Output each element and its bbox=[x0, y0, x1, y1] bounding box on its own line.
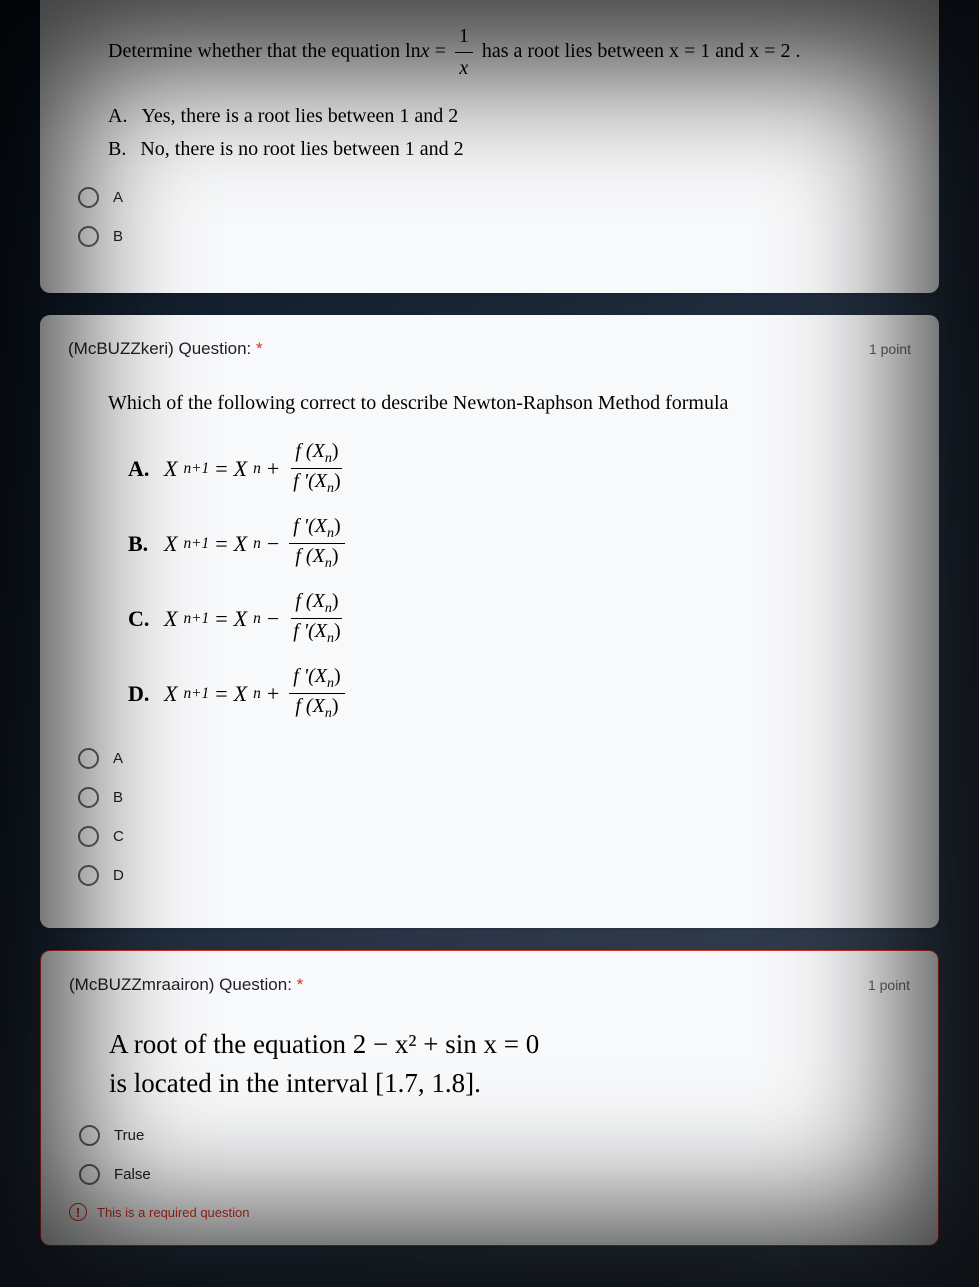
answer-text-list: A. Yes, there is a root lies between 1 a… bbox=[108, 105, 911, 161]
option-label: True bbox=[114, 1127, 144, 1144]
formula-c: C. Xn+1 = Xn − f (Xn) f '(Xn) bbox=[128, 590, 851, 647]
radio-icon[interactable] bbox=[78, 226, 99, 247]
points-label: 1 point bbox=[868, 977, 910, 993]
formula-b: B. Xn+1 = Xn − f '(Xn) f (Xn) bbox=[128, 515, 851, 572]
radio-icon[interactable] bbox=[79, 1125, 100, 1146]
radio-icon[interactable] bbox=[78, 865, 99, 886]
required-text: This is a required question bbox=[97, 1205, 249, 1220]
radio-icon[interactable] bbox=[78, 187, 99, 208]
points-label: 1 point bbox=[869, 341, 911, 357]
option-label: A bbox=[113, 750, 123, 767]
radio-icon[interactable] bbox=[79, 1164, 100, 1185]
required-warning: ! This is a required question bbox=[69, 1203, 910, 1221]
option-d[interactable]: D bbox=[78, 865, 911, 886]
option-label: D bbox=[113, 867, 124, 884]
option-label: False bbox=[114, 1166, 151, 1183]
formula-list: A. Xn+1 = Xn + f (Xn) f '(Xn) B. Xn+1 = … bbox=[68, 440, 911, 722]
radio-icon[interactable] bbox=[78, 826, 99, 847]
question-title: (McBUZZkeri) Question: * bbox=[68, 339, 263, 359]
radio-icon[interactable] bbox=[78, 787, 99, 808]
option-a[interactable]: A bbox=[78, 187, 911, 208]
option-label: C bbox=[113, 828, 124, 845]
question-card-2: (McBUZZkeri) Question: * 1 point Which o… bbox=[40, 315, 939, 928]
question-stem: Which of the following correct to descri… bbox=[108, 389, 871, 418]
question-stem: A root of the equation 2 − x² + sin x = … bbox=[109, 1025, 870, 1103]
option-label: B bbox=[113, 228, 123, 245]
radio-options: A B C D bbox=[78, 748, 911, 886]
question-title: (McBUZZmraairon) Question: * bbox=[69, 975, 303, 995]
option-true[interactable]: True bbox=[79, 1125, 910, 1146]
fraction: 1x bbox=[455, 22, 473, 83]
option-b[interactable]: B bbox=[78, 226, 911, 247]
formula-d: D. Xn+1 = Xn + f '(Xn) f (Xn) bbox=[128, 665, 851, 722]
option-a[interactable]: A bbox=[78, 748, 911, 769]
option-false[interactable]: False bbox=[79, 1164, 910, 1185]
question-stem: Determine whether that the equation lnx … bbox=[108, 22, 871, 83]
formula-a: A. Xn+1 = Xn + f (Xn) f '(Xn) bbox=[128, 440, 851, 497]
option-label: A bbox=[113, 189, 123, 206]
question-header: (McBUZZmraairon) Question: * 1 point bbox=[69, 975, 910, 995]
option-c[interactable]: C bbox=[78, 826, 911, 847]
answer-a: A. Yes, there is a root lies between 1 a… bbox=[108, 105, 911, 128]
question-card-3: (McBUZZmraairon) Question: * 1 point A r… bbox=[40, 950, 939, 1246]
option-b[interactable]: B bbox=[78, 787, 911, 808]
radio-options: A B bbox=[78, 187, 911, 247]
error-icon: ! bbox=[69, 1203, 87, 1221]
radio-options: True False bbox=[79, 1125, 910, 1185]
stem-text: Determine whether that the equation ln bbox=[108, 40, 421, 62]
radio-icon[interactable] bbox=[78, 748, 99, 769]
question-card-1: Determine whether that the equation lnx … bbox=[40, 0, 939, 293]
option-label: B bbox=[113, 789, 123, 806]
answer-b: B. No, there is no root lies between 1 a… bbox=[108, 138, 911, 161]
question-header: (McBUZZkeri) Question: * 1 point bbox=[68, 339, 911, 359]
